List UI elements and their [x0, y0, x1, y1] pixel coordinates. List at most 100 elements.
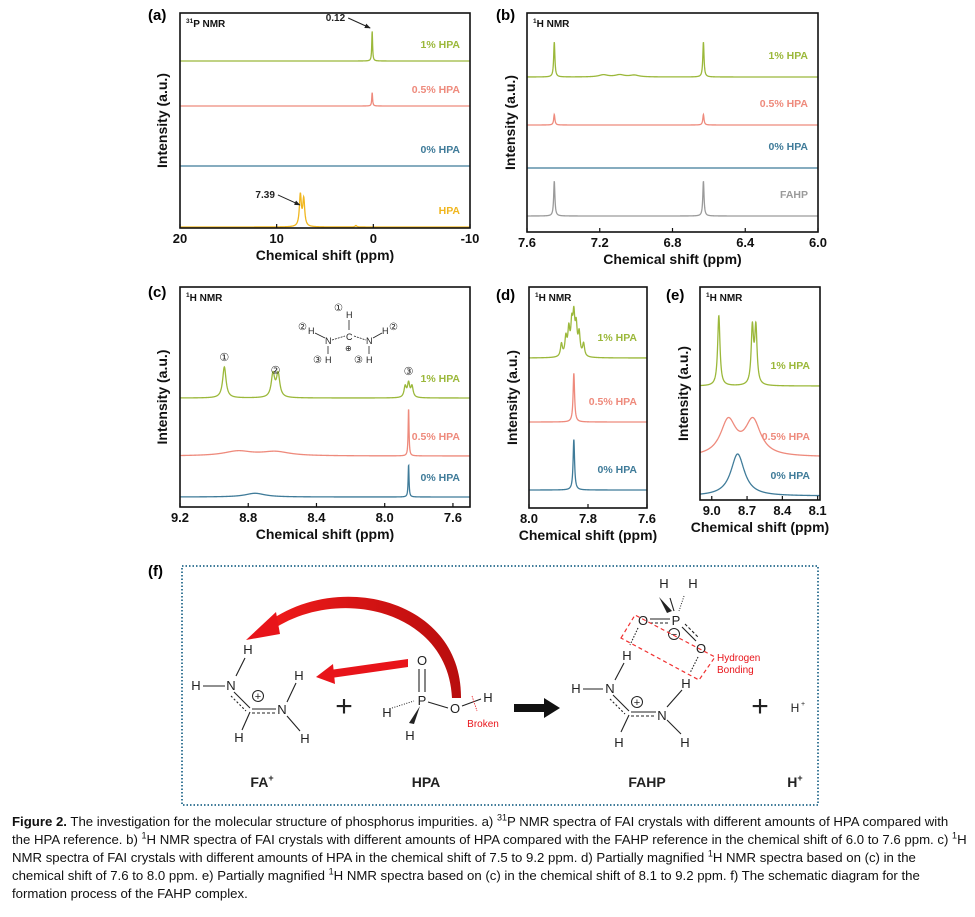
x-axis-title: Chemical shift (ppm) — [256, 526, 394, 542]
svg-text:+: + — [634, 697, 640, 709]
spectrum-0-hpa — [180, 463, 470, 498]
x-tick-label: 20 — [173, 231, 187, 246]
nmr-type-label: 31P NMR — [186, 18, 226, 30]
spectrum-hpa — [180, 192, 470, 228]
spectrum-1-hpa — [180, 31, 470, 62]
spectrum-0-5-hpa — [527, 112, 818, 126]
series-label: 1% HPA — [421, 39, 461, 51]
nmr-superscript: 1 — [535, 292, 539, 299]
chart-e: 1% HPA 0.5% HPA 0% HPA 9.0 8.7 8.4 8.1Chemical… — [675, 286, 829, 535]
svg-text:H: H — [659, 576, 668, 591]
wedge-bond — [409, 706, 420, 724]
caption-superscript: 1 — [707, 848, 713, 859]
x-tick-label: 7.6 — [518, 235, 536, 250]
inset-charge: ⊕ — [345, 344, 352, 353]
plus-sign: + — [335, 690, 353, 723]
x-axis-title: Chemical shift (ppm) — [691, 519, 829, 535]
callout-arrow — [277, 194, 301, 206]
spectrum-1-hpa — [527, 42, 818, 78]
straight-arrow-head — [316, 664, 335, 684]
caption-segment: P NMR spectra of FAI crystals with diffe… — [12, 814, 949, 847]
svg-text:P: P — [672, 613, 681, 628]
x-tick-label: 7.6 — [638, 511, 656, 526]
curved-red-arrow — [268, 596, 462, 698]
series-label: 0.5% HPA — [760, 98, 809, 110]
wedge-bond — [659, 597, 672, 613]
inset-label-2b: ② — [389, 322, 398, 333]
peak-number-label: ② — [271, 365, 281, 377]
label-fa: FA+ — [250, 773, 273, 790]
nmr-type-label: 1H NMR — [533, 18, 570, 30]
series-label: 1% HPA — [769, 50, 809, 62]
x-tick-label: 7.8 — [579, 511, 597, 526]
series-label: FAHP — [780, 189, 808, 201]
callout-arrow — [347, 17, 371, 29]
inset-atom-c: C — [346, 332, 353, 342]
series-label: 0.5% HPA — [412, 431, 461, 443]
spectrum-0-5-hpa — [699, 416, 820, 457]
svg-text:N: N — [226, 678, 235, 693]
series-label: 0% HPA — [421, 144, 461, 156]
caption-segment: H NMR spectra based on (c) in the chemic… — [12, 850, 916, 883]
svg-text:O: O — [450, 701, 460, 716]
nmr-superscript: 1 — [186, 292, 190, 299]
caption-segment: H NMR spectra based on (c) in the chemic… — [12, 868, 920, 901]
series-label: HPA — [439, 205, 461, 217]
y-axis-title: Intensity (a.u.) — [675, 346, 691, 441]
peak-number-label: ① — [219, 352, 229, 364]
svg-text:N: N — [277, 702, 286, 717]
svg-text:H: H — [382, 705, 391, 720]
x-tick-label: 7.6 — [444, 510, 462, 525]
svg-text:H: H — [300, 731, 309, 746]
svg-text:H: H — [405, 728, 414, 743]
callout-label: 7.39 — [255, 190, 275, 201]
caption-segment: H NMR spectra of FAI crystals with diffe… — [146, 832, 953, 847]
wedge-bonds — [391, 595, 685, 709]
inset-label-3b: ③ — [354, 355, 363, 366]
svg-text:O: O — [696, 641, 706, 656]
svg-text:H: H — [294, 668, 303, 683]
plot-frame — [526, 12, 819, 233]
panel-label-c: (c) — [148, 284, 166, 301]
svg-text:H: H — [191, 678, 200, 693]
label-fahp: FAHP — [628, 774, 665, 790]
x-tick-label: 8.0 — [376, 510, 394, 525]
series-label: 0% HPA — [771, 470, 811, 482]
series-label: 0.5% HPA — [412, 84, 461, 96]
series-label: 0.5% HPA — [589, 396, 638, 408]
caption-text: The investigation for the molecular stru… — [12, 812, 967, 901]
svg-text:H: H — [614, 735, 623, 750]
svg-text:H: H — [680, 735, 689, 750]
nmr-label-text: H NMR — [539, 293, 573, 304]
inset-atom-h: H — [382, 326, 389, 336]
panel-label-b: (b) — [496, 7, 515, 24]
x-axis-title: Chemical shift (ppm) — [603, 251, 741, 267]
straight-red-arrow — [330, 659, 408, 678]
spectrum-0-hpa — [699, 453, 820, 497]
panel-label-a: (a) — [148, 7, 166, 24]
spectrum-0-5-hpa — [180, 92, 470, 107]
inset-atom-n: N — [366, 336, 373, 346]
svg-text:+: + — [255, 691, 261, 703]
series-label: 0% HPA — [769, 141, 809, 153]
label-hpa: HPA — [412, 774, 441, 790]
scheme-panel: H H N N H H H + + O P H H O H Broken — [181, 565, 819, 806]
svg-text:H: H — [243, 642, 252, 657]
inset-atom-h: H — [325, 355, 332, 365]
caption-superscript: 31 — [497, 812, 508, 823]
caption-superscript: 1 — [952, 830, 958, 841]
plot-frame — [179, 12, 471, 229]
spectrum-0-5-hpa — [180, 409, 470, 457]
spectrum-1-hpa — [700, 314, 820, 387]
panel-label-e: (e) — [666, 287, 684, 304]
hydrogen-bonding-label: Hydrogen — [717, 653, 760, 664]
spectrum-1-hpa — [529, 305, 647, 359]
x-tick-label: 6.4 — [736, 235, 755, 250]
nmr-superscript: 1 — [706, 292, 710, 299]
svg-text:+: + — [801, 701, 805, 708]
spectrum-0-5-hpa — [529, 373, 647, 423]
x-tick-label: 8.1 — [809, 503, 827, 518]
nmr-label-text: P NMR — [193, 19, 226, 30]
plot-frame — [699, 286, 821, 501]
